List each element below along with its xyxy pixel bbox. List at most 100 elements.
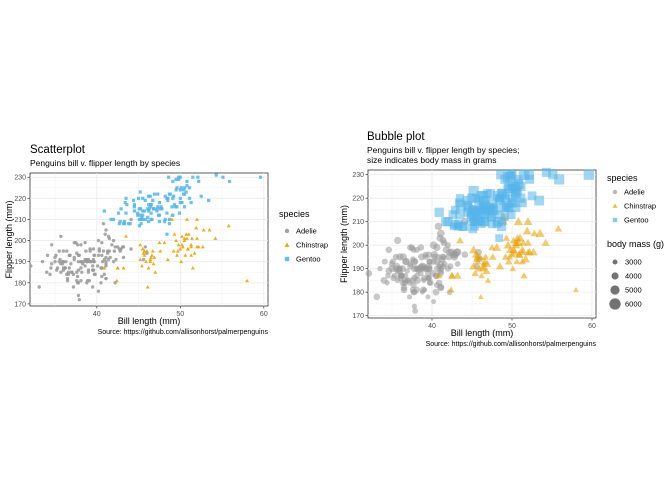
gentoo-point (505, 172, 516, 182)
gentoo-point (132, 205, 136, 209)
gentoo-point (141, 213, 145, 217)
adelie-point (84, 249, 88, 253)
adelie-point (67, 266, 71, 270)
chart-subtitle: Penguins bill v. flipper length by speci… (367, 145, 519, 155)
adelie-point (400, 286, 408, 294)
adelie-point (393, 262, 401, 270)
gentoo-point (138, 190, 142, 194)
adelie-point (96, 289, 101, 293)
adelie-point (412, 307, 419, 314)
chinstrap-point (121, 266, 126, 270)
gentoo-point (151, 207, 156, 211)
gentoo-point (441, 217, 451, 227)
adelie-point (426, 280, 433, 286)
gentoo-point (131, 198, 136, 203)
adelie-point (113, 245, 117, 249)
gentoo-point (155, 209, 159, 213)
chinstrap-point (190, 266, 195, 270)
size-legend-label: 3000 (625, 258, 642, 267)
adelie-point (117, 247, 122, 251)
gentoo-point (139, 217, 143, 222)
gentoo-point (148, 194, 152, 198)
adelie-point (85, 281, 89, 285)
adelie-point (64, 259, 68, 264)
adelie-point (77, 297, 81, 302)
adelie-point (100, 259, 105, 264)
gentoo-point (160, 207, 164, 211)
gentoo-point (258, 175, 263, 179)
chinstrap-point (522, 226, 532, 235)
legend-key-chinstrap (612, 203, 618, 208)
gentoo-point (146, 215, 150, 219)
gentoo-point (207, 198, 211, 203)
adelie-point (410, 257, 419, 266)
gentoo-point (548, 170, 558, 180)
gentoo-point (457, 221, 468, 231)
adelie-point (95, 264, 100, 268)
adelie-point (97, 247, 102, 251)
adelie-point (74, 240, 78, 245)
gentoo-point (141, 217, 145, 222)
chinstrap-point (178, 247, 183, 251)
chinstrap-point (514, 250, 524, 258)
x-tick-label: 50 (508, 323, 516, 330)
chinstrap-point (185, 236, 189, 240)
adelie-point (416, 265, 424, 272)
gridlines (30, 173, 268, 306)
chinstrap-point (453, 271, 462, 279)
chinstrap-point (194, 225, 199, 230)
adelie-point (100, 253, 104, 258)
adelie-point (426, 275, 432, 281)
chinstrap-point (482, 267, 491, 275)
adelie-point (430, 250, 439, 259)
adelie-point (79, 266, 83, 270)
adelie-point (91, 268, 96, 272)
adelie-point (404, 268, 410, 274)
gentoo-point (156, 205, 160, 209)
gentoo-point (500, 174, 510, 184)
adelie-point (100, 240, 104, 245)
adelie-point (396, 253, 404, 261)
legend-key-adelie (284, 228, 290, 234)
gentoo-point (495, 210, 504, 219)
gentoo-point (525, 175, 534, 184)
chinstrap-point (141, 251, 146, 255)
gentoo-point (109, 217, 113, 222)
gentoo-point (182, 205, 187, 209)
gentoo-point (143, 198, 147, 203)
gentoo-point (146, 194, 151, 198)
y-tick-label: 230 (352, 172, 364, 179)
chinstrap-point (180, 244, 185, 249)
gentoo-point (492, 191, 503, 201)
adelie-point (397, 272, 403, 279)
y-tick-label: 200 (14, 238, 26, 245)
adelie-point (76, 253, 81, 258)
chinstrap-point (513, 258, 521, 265)
gentoo-point (149, 211, 153, 215)
gentoo-point (148, 205, 152, 209)
chinstrap-point (148, 259, 153, 264)
adelie-point (454, 261, 461, 267)
chinstrap-point (509, 245, 518, 254)
gentoo-point (146, 219, 151, 224)
legend-key-chinstrap (284, 242, 290, 247)
size-legend-label: 5000 (625, 286, 642, 295)
gentoo-point (177, 177, 181, 181)
adelie-point (104, 259, 108, 264)
gentoo-point (187, 196, 192, 200)
adelie-point (408, 244, 416, 251)
chinstrap-point (504, 257, 513, 265)
gentoo-point (497, 188, 508, 199)
chinstrap-point (149, 253, 154, 257)
gentoo-point (468, 205, 479, 215)
gentoo-point (495, 195, 505, 206)
chinstrap-point (180, 234, 184, 238)
adelie-point (68, 253, 72, 258)
adelie-point (29, 264, 33, 268)
gentoo-point (185, 179, 189, 184)
chinstrap-point (524, 238, 532, 246)
gentoo-point (157, 213, 162, 217)
gentoo-point (448, 210, 458, 219)
adelie-point (80, 270, 84, 274)
gentoo-point (138, 207, 142, 211)
